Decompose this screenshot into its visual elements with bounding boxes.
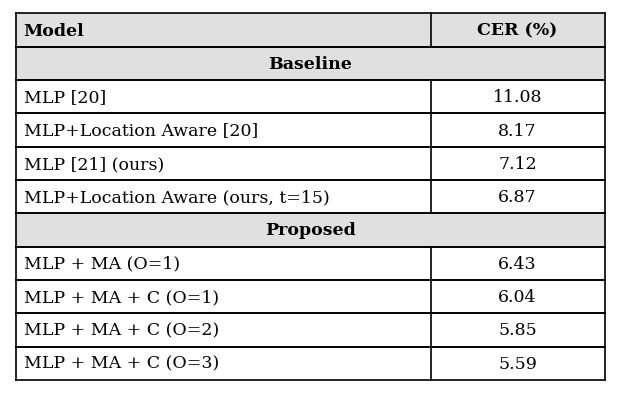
Text: MLP + MA + C (O=3): MLP + MA + C (O=3) xyxy=(24,355,219,372)
Text: Baseline: Baseline xyxy=(268,56,352,73)
Text: 6.43: 6.43 xyxy=(498,255,537,272)
Text: 6.87: 6.87 xyxy=(498,189,537,206)
Bar xyxy=(16,347,431,380)
Text: MLP+Location Aware [20]: MLP+Location Aware [20] xyxy=(24,122,258,139)
Text: Proposed: Proposed xyxy=(265,222,355,239)
Bar xyxy=(431,247,604,280)
Bar xyxy=(431,347,604,380)
Text: MLP + MA (O=1): MLP + MA (O=1) xyxy=(24,255,180,272)
Bar xyxy=(431,147,604,180)
Text: 8.17: 8.17 xyxy=(498,122,537,139)
Text: Model: Model xyxy=(24,23,84,40)
Bar xyxy=(16,147,431,180)
Bar xyxy=(16,114,431,147)
Text: 6.04: 6.04 xyxy=(498,288,537,305)
Bar xyxy=(16,280,431,313)
Text: 7.12: 7.12 xyxy=(498,156,537,173)
Text: CER (%): CER (%) xyxy=(477,23,558,40)
Text: MLP [21] (ours): MLP [21] (ours) xyxy=(24,156,164,173)
Bar xyxy=(431,180,604,214)
Bar xyxy=(431,313,604,347)
Bar xyxy=(431,81,604,114)
Text: 11.08: 11.08 xyxy=(493,89,542,106)
Text: MLP + MA + C (O=2): MLP + MA + C (O=2) xyxy=(24,322,219,339)
Text: MLP + MA + C (O=1): MLP + MA + C (O=1) xyxy=(24,288,219,305)
Text: 5.59: 5.59 xyxy=(498,355,537,372)
Bar xyxy=(16,47,604,81)
Bar xyxy=(431,280,604,313)
Text: MLP [20]: MLP [20] xyxy=(24,89,106,106)
Bar xyxy=(16,247,431,280)
Bar xyxy=(431,114,604,147)
Bar xyxy=(16,214,604,247)
Bar xyxy=(16,14,431,47)
Bar xyxy=(16,180,431,214)
Bar xyxy=(16,313,431,347)
Bar xyxy=(431,14,604,47)
Text: MLP+Location Aware (ours, t=15): MLP+Location Aware (ours, t=15) xyxy=(24,189,329,206)
Text: 5.85: 5.85 xyxy=(498,322,537,339)
Bar xyxy=(16,81,431,114)
